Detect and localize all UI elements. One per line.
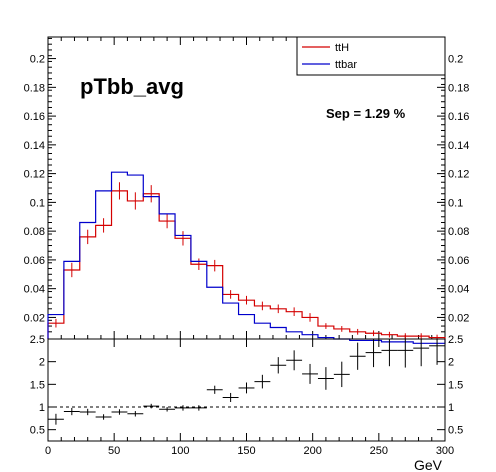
y-tick-label-left: 0.2 [30,54,45,66]
y-tick-label-left: 0.14 [24,140,45,152]
y-tick-label-left: 0.16 [24,111,45,123]
y-tick-label-right: 0.14 [448,140,469,152]
x-tick-label: 100 [171,445,189,457]
ratio-y-tick-label-left: 1.5 [30,379,45,391]
ratio-y-tick-label-right: 2 [448,357,454,369]
ratio-y-tick-label-left: 1 [39,402,45,414]
y-tick-label-left: 0.04 [24,284,45,296]
y-tick-label-right: 0.18 [448,82,469,94]
histogram-tth [47,190,446,339]
y-tick-label-left: 0.06 [24,255,45,267]
ratio-plot-points [48,339,445,425]
y-tick-label-right: 0.12 [448,169,469,181]
x-axis-title: GeV [414,457,443,472]
ratio-y-tick-label-left: 0.5 [30,425,45,437]
y-tick-label-right: 0.02 [448,312,469,324]
legend-label-ttbar: ttbar [335,59,357,71]
legend-label-tth: ttH [335,42,349,54]
histogram-ttbar [47,171,446,344]
y-tick-label-left: 0.1 [30,197,45,209]
y-tick-label-right: 0.04 [448,284,469,296]
ratio-plot-ticks: 0.5 0.5 1 1 1.5 1.5 2 2 2.5 2.5 0 50 100 150 200 250 300 [30,334,464,457]
x-tick-label: 250 [370,445,388,457]
legend: ttH ttbar [296,36,446,76]
x-tick-label: 300 [436,445,454,457]
y-tick-label-left: 0.02 [24,312,45,324]
y-tick-label-left: 0.08 [24,226,45,238]
x-tick-label: 150 [237,445,255,457]
ratio-y-tick-label-left: 2.5 [30,334,45,346]
ratio-y-tick-label-right: 1 [448,402,454,414]
legend-box [296,36,446,76]
separation-annotation: Sep = 1.29 % [326,106,406,121]
y-tick-label-right: 0.06 [448,255,469,267]
ratio-y-tick-label-right: 1.5 [448,379,463,391]
y-tick-label-right: 0.16 [448,111,469,123]
main-plot-ticks: 0.02 0.02 0.04 0.04 0.06 0.06 0.08 0.08 0.1 0.1 0.… [24,37,469,339]
ratio-y-tick-label-left: 2 [39,357,45,369]
y-tick-label-left: 0.12 [24,169,45,181]
y-tick-label-right: 0.1 [448,197,463,209]
main-plot-series [47,171,446,344]
y-tick-label-right: 0.2 [448,54,463,66]
x-tick-label: 50 [108,445,120,457]
y-tick-label-left: 0.18 [24,82,45,94]
ratio-y-tick-label-right: 0.5 [448,425,463,437]
x-tick-label: 200 [303,445,321,457]
x-tick-label: 0 [45,445,51,457]
chart-title: pTbb_avg [80,74,184,99]
y-tick-label-right: 0.08 [448,226,469,238]
ratio-y-tick-label-right: 2.5 [448,334,463,346]
